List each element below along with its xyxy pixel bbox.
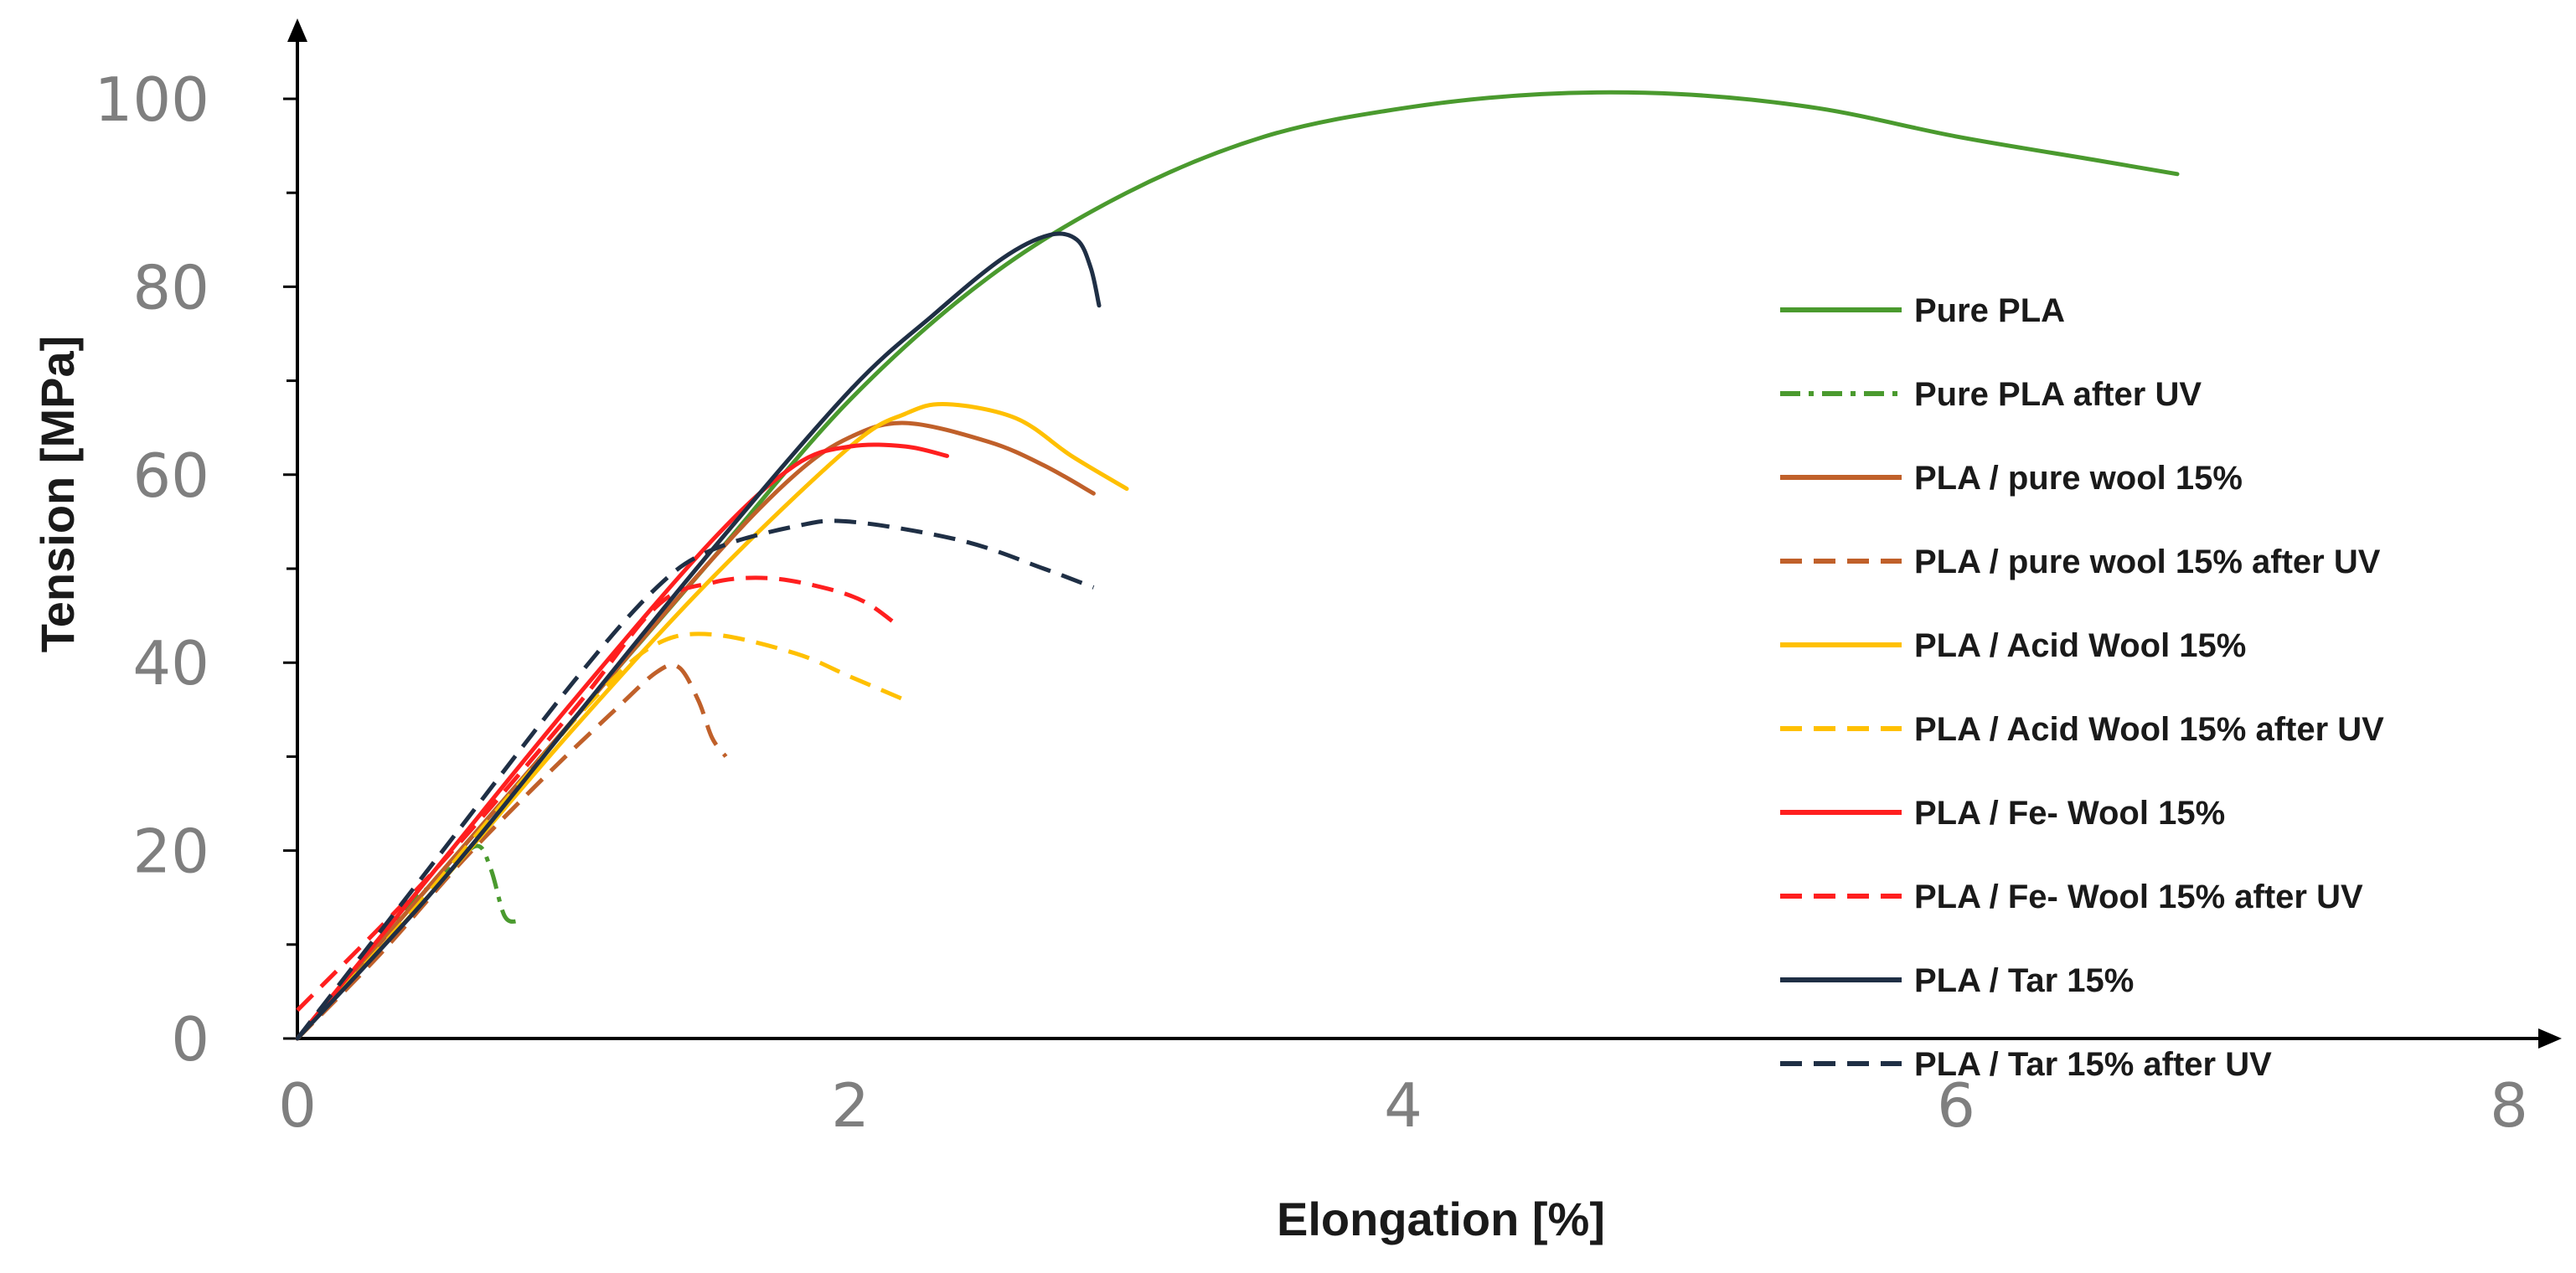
y-tick-label: 100	[95, 64, 209, 135]
y-tick-label: 80	[132, 252, 209, 322]
ticks-layer: 0 20 40 60 80 100 0 2 4 6 8	[95, 64, 2528, 1141]
series-line-3	[296, 662, 728, 1040]
series-layer	[295, 90, 2180, 1041]
legend-label-0: Pure PLA	[1914, 292, 2065, 329]
legend-label-9: PLA / Tar 15% after UV	[1914, 1046, 2272, 1083]
y-tick-label: 20	[132, 817, 209, 887]
legend-label-6: PLA / Fe- Wool 15%	[1914, 795, 2225, 832]
series-line-4	[295, 401, 1129, 1041]
x-tick-label: 4	[1384, 1070, 1422, 1141]
legend-label-7: PLA / Fe- Wool 15% after UV	[1914, 879, 2363, 915]
x-tick-label: 8	[2490, 1070, 2528, 1141]
legend-label-1: Pure PLA after UV	[1914, 376, 2202, 413]
legend-label-3: PLA / pure wool 15% after UV	[1914, 544, 2381, 580]
legend-label-8: PLA / Tar 15%	[1914, 962, 2134, 999]
series-line-2	[295, 420, 1096, 1041]
series-line-8	[295, 231, 1102, 1041]
y-tick-label: 0	[171, 1004, 209, 1075]
legend-label-5: PLA / Acid Wool 15% after UV	[1914, 711, 2384, 748]
series-line-7	[296, 575, 899, 1013]
x-tick-label: 2	[831, 1070, 870, 1141]
series-line-1	[296, 843, 519, 1040]
legend: Pure PLA Pure PLA after UV PLA / pure wool…	[1780, 292, 2384, 1083]
y-axis-arrow	[287, 18, 307, 42]
y-tick-label: 40	[132, 628, 209, 698]
series-line-9	[296, 518, 1095, 1040]
series-line-6	[295, 442, 949, 1041]
axes-layer	[287, 18, 2562, 1049]
x-tick-label: 6	[1937, 1070, 1975, 1141]
y-axis-title: Tension [MPa]	[31, 336, 84, 653]
x-tick-label: 0	[278, 1070, 317, 1141]
x-axis-title: Elongation [%]	[1277, 1193, 1605, 1245]
legend-label-2: PLA / pure wool 15%	[1914, 460, 2243, 497]
x-axis-arrow	[2538, 1028, 2562, 1049]
y-tick-label: 60	[132, 441, 209, 511]
legend-label-4: PLA / Acid Wool 15%	[1914, 627, 2246, 664]
